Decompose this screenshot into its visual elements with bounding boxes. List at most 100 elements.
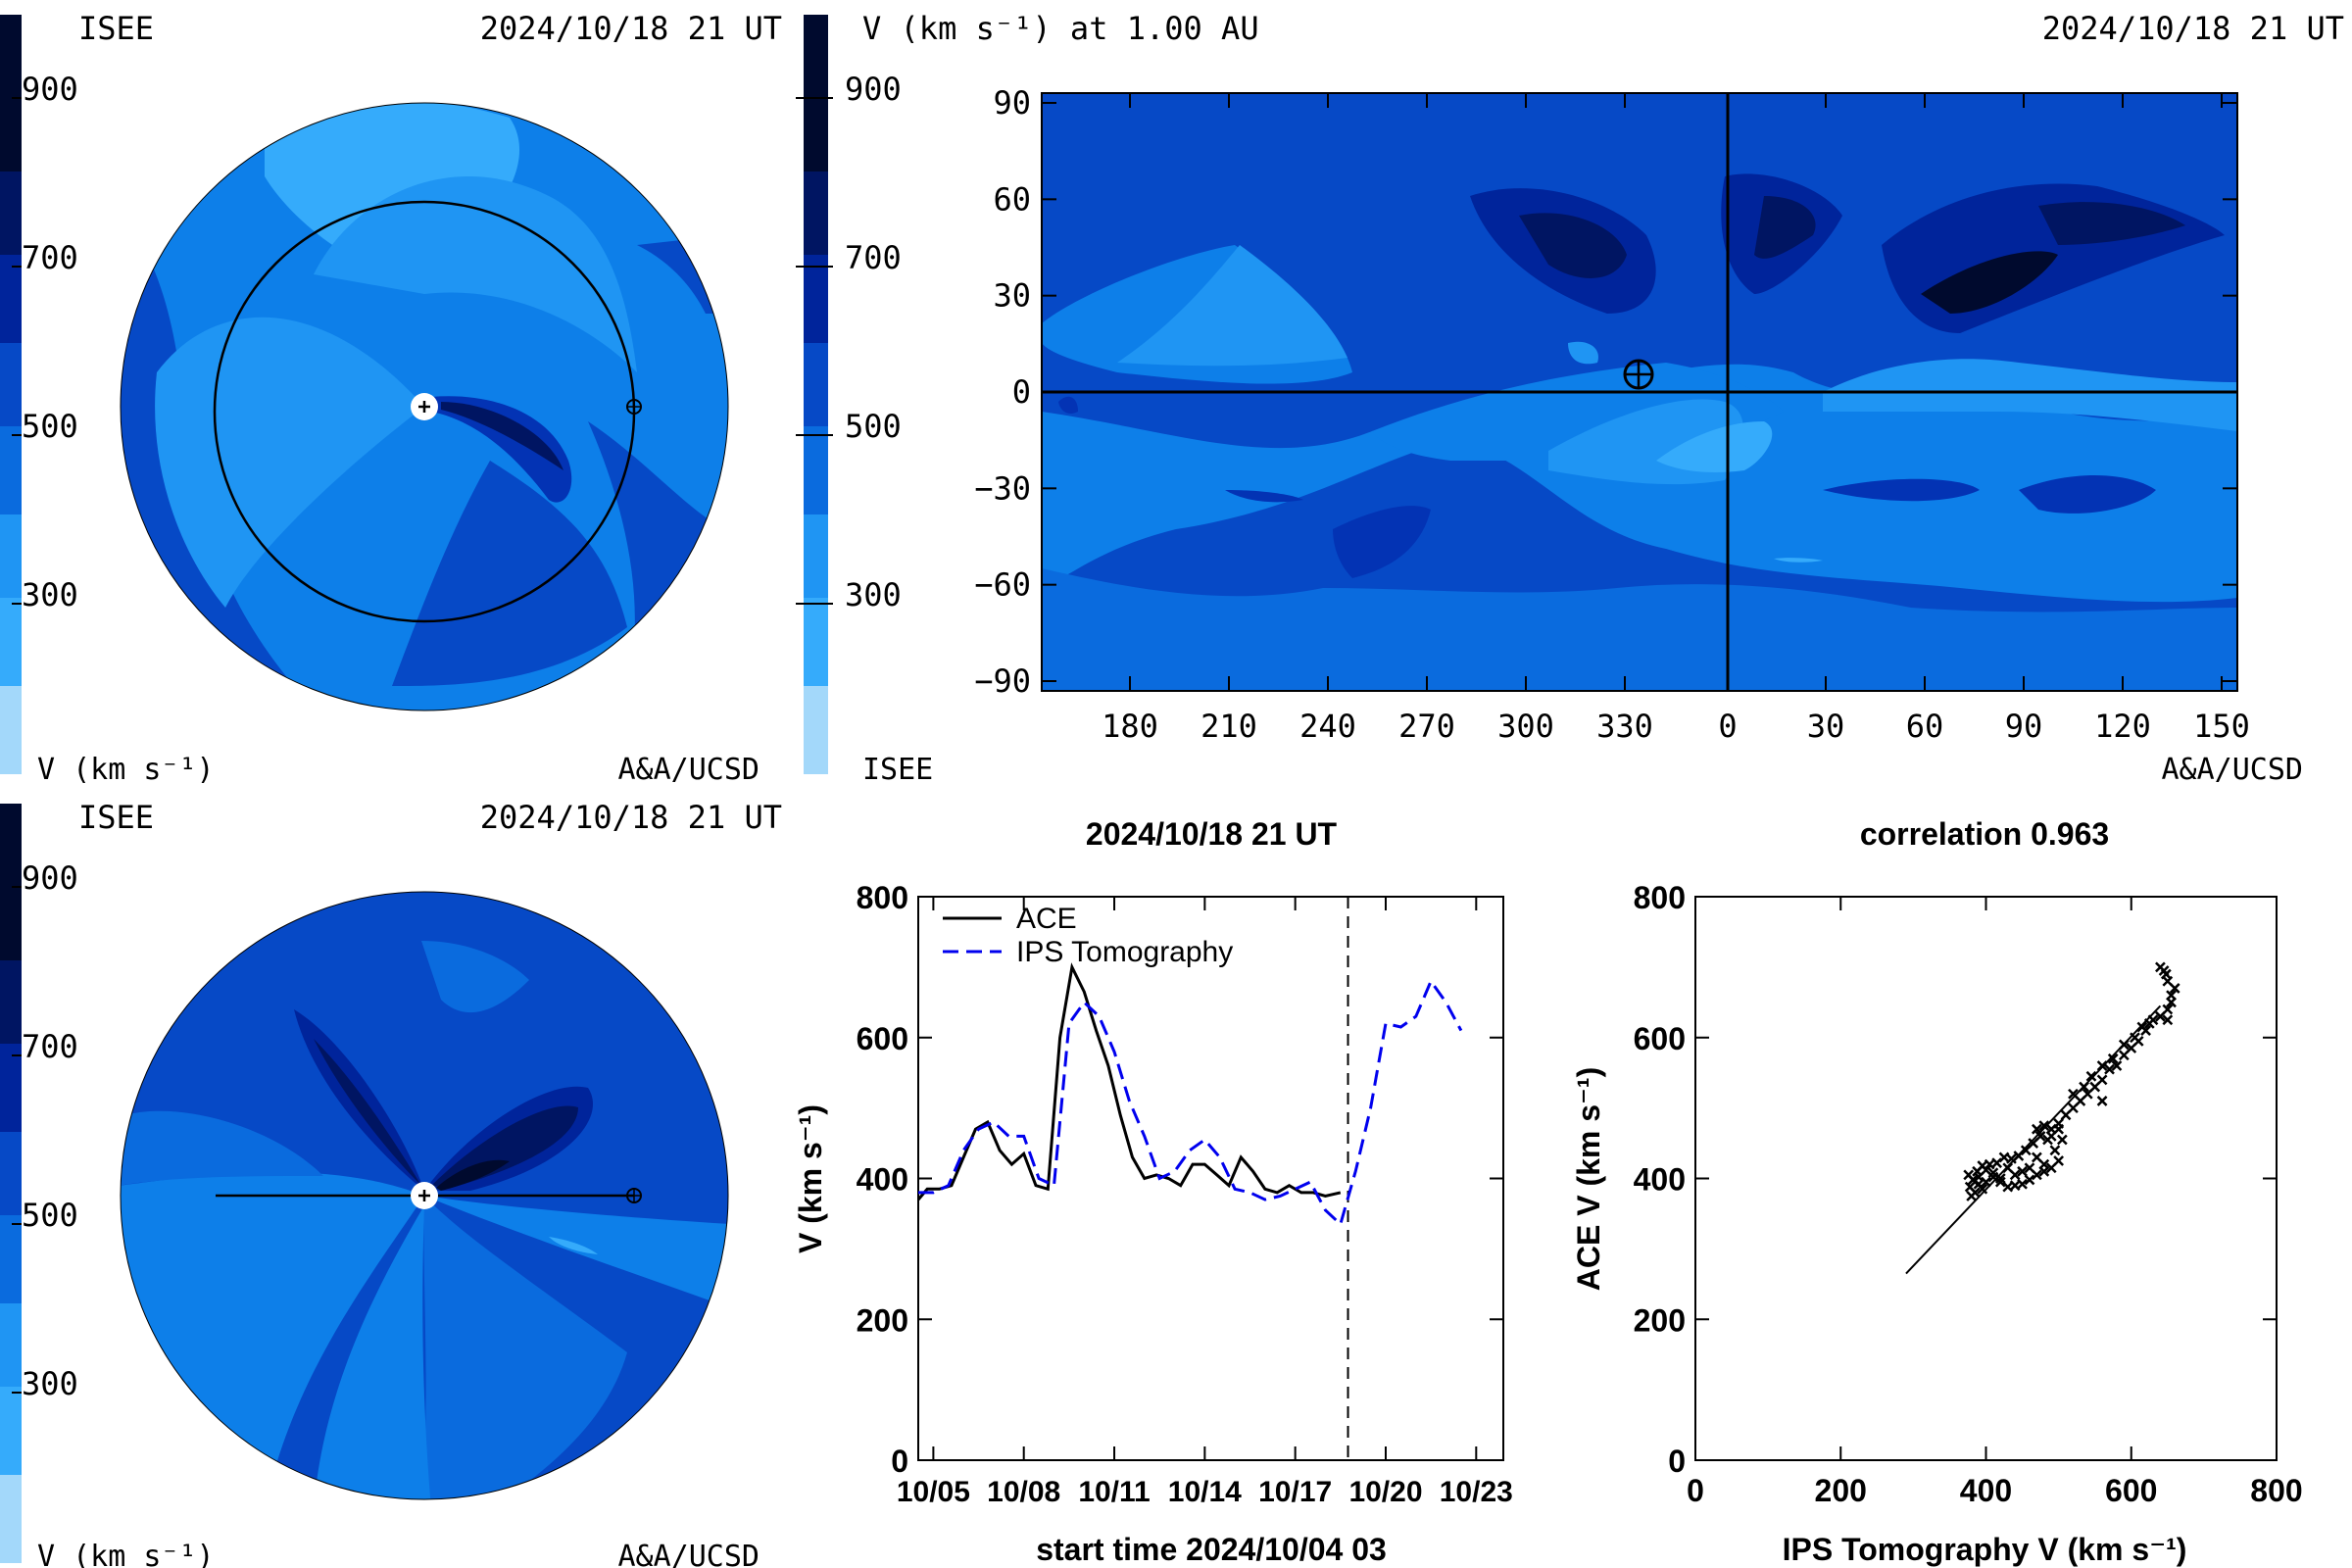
- scatter-y-tick-label: 0: [1668, 1444, 1686, 1479]
- top-left-footer-unit: V (km s⁻¹): [37, 753, 215, 787]
- line-chart-y-tick-label: 200: [857, 1302, 908, 1338]
- scatter-point: [2053, 1155, 2065, 1166]
- line-chart-xlabel: start time 2024/10/04 03: [1036, 1532, 1387, 1567]
- line-chart-x-tick-label: 10/23: [1440, 1476, 1513, 1508]
- map-x-tick-label: 60: [1906, 708, 1944, 745]
- color-scale-top-left: [0, 15, 22, 774]
- scatter-point: [2017, 1178, 2028, 1190]
- legend-ips-label: IPS Tomography: [1016, 936, 1233, 968]
- scatter-point: [2104, 1063, 2115, 1075]
- map-x-tick-label: 150: [2193, 708, 2250, 745]
- map-scale-tick-500: 500: [845, 408, 902, 445]
- scatter-point: [1977, 1183, 1988, 1195]
- scatter-point: [2130, 1032, 2140, 1044]
- scatter-point: [1987, 1167, 1999, 1179]
- line-chart-y-tick-label: 0: [891, 1444, 908, 1479]
- scatter-point: [2085, 1070, 2097, 1082]
- top-left-scale-tick-300: 300: [22, 576, 78, 613]
- scatter-point: [2032, 1123, 2042, 1135]
- scatter-point: [2136, 1021, 2148, 1033]
- line-chart-x-tick-label: 10/17: [1258, 1476, 1332, 1508]
- scatter-chart-title: correlation 0.963: [1860, 816, 2109, 852]
- scatter-x-tick-label: 200: [1815, 1473, 1867, 1508]
- bottom-left-scale-tick-900: 900: [22, 859, 78, 897]
- scatter-chart-ylabel: ACE V (km s⁻¹): [1571, 1067, 1606, 1291]
- scatter-point: [2017, 1165, 2028, 1177]
- line-chart-ylabel: V (km s⁻¹): [793, 1104, 828, 1253]
- scatter-point: [1981, 1176, 1991, 1188]
- scatter-point: [2013, 1151, 2025, 1161]
- map-y-tick-label: 0: [1012, 373, 1031, 411]
- scatter-point: [2166, 997, 2177, 1008]
- bottom-left-org-label: ISEE: [78, 799, 154, 836]
- scatter-chart-xlabel: IPS Tomography V (km s⁻¹): [1783, 1532, 2187, 1567]
- scatter-point: [1994, 1176, 2006, 1188]
- scatter-point: [2160, 968, 2172, 980]
- map-y-tick-label: −30: [974, 469, 1031, 507]
- top-left-scale-tick-500: 500: [22, 408, 78, 445]
- scatter-point: [2068, 1088, 2079, 1100]
- line-chart-x-tick-label: 10/14: [1168, 1476, 1242, 1508]
- map-x-tick-label: 330: [1596, 708, 1653, 745]
- bottom-left-scale-tick-700: 700: [22, 1028, 78, 1065]
- bottom-left-date-label: 2024/10/18 21 UT: [480, 799, 782, 836]
- map-scale-tick-900: 900: [845, 71, 902, 108]
- color-scale-map: [796, 15, 833, 774]
- scatter-point: [2079, 1081, 2089, 1093]
- map-scale-tick-700: 700: [845, 239, 902, 276]
- earth-icon: [626, 399, 642, 415]
- top-left-footer-credit: A&A/UCSD: [618, 753, 760, 787]
- scatter-point: [2143, 1017, 2155, 1029]
- map-y-tick-label: −90: [974, 662, 1031, 700]
- bottom-left-footer-credit: A&A/UCSD: [618, 1540, 760, 1568]
- scatter-y-tick-label: 600: [1634, 1021, 1686, 1056]
- scatter-x-tick-label: 400: [1960, 1473, 2012, 1508]
- top-left-org-label: ISEE: [78, 10, 154, 47]
- legend-ace-label: ACE: [1016, 903, 1077, 935]
- scatter-point: [1973, 1171, 1984, 1183]
- regression-fit-line: [1905, 1004, 2162, 1275]
- line-chart: 800 600 400 200 010/05 10/08 10/11 10/14 10/17 10…: [857, 880, 1513, 1508]
- map-x-tick-label: 30: [1807, 708, 1845, 745]
- line-chart-y-tick-label: 800: [857, 880, 908, 915]
- line-chart-title: 2024/10/18 21 UT: [1086, 816, 1338, 852]
- map-x-tick-label: 0: [1718, 708, 1737, 745]
- ips-series-line: [918, 978, 1463, 1227]
- map-y-tick-label: 90: [993, 84, 1031, 122]
- map-y-tick-label: −60: [974, 566, 1031, 604]
- scatter-point: [2038, 1120, 2050, 1131]
- scatter-chart: 800 600 400 200 00 200 400 600 800: [1634, 880, 2303, 1508]
- line-chart-x-tick-label: 10/05: [897, 1476, 970, 1508]
- earth-icon: [626, 1188, 642, 1203]
- map-footer-org: ISEE: [862, 753, 933, 787]
- bottom-left-footer-unit: V (km s⁻¹): [37, 1540, 215, 1568]
- map-title: V (km s⁻¹) at 1.00 AU: [862, 10, 1259, 47]
- scatter-point: [2049, 1145, 2061, 1156]
- line-chart-y-tick-label: 600: [857, 1021, 908, 1056]
- bottom-left-scale-tick-300: 300: [22, 1365, 78, 1402]
- meridional-view-disk: [120, 891, 729, 1500]
- scatter-point: [1964, 1181, 1976, 1193]
- map-x-tick-label: 300: [1497, 708, 1554, 745]
- map-scale-tick-300: 300: [845, 576, 902, 613]
- line-chart-x-tick-label: 10/20: [1348, 1476, 1422, 1508]
- map-y-tick-label: 30: [993, 277, 1031, 315]
- map-x-axis: 180 210 240 270 300 330 0 30 60 90 120 150: [1102, 93, 2250, 745]
- scatter-point: [2111, 1060, 2123, 1071]
- scatter-point: [1963, 1169, 1975, 1181]
- map-x-tick-label: 120: [2094, 708, 2151, 745]
- scatter-point: [2045, 1130, 2057, 1142]
- map-x-tick-label: 180: [1102, 708, 1158, 745]
- line-chart-x-tick-label: 10/11: [1078, 1476, 1150, 1508]
- scatter-point: [2038, 1158, 2050, 1170]
- scatter-x-tick-label: 800: [2250, 1473, 2302, 1508]
- line-chart-y-tick-label: 400: [857, 1162, 908, 1198]
- scatter-point: [2096, 1060, 2108, 1071]
- scatter-y-tick-label: 800: [1634, 880, 1686, 915]
- map-x-tick-label: 210: [1200, 708, 1257, 745]
- map-y-tick-label: 60: [993, 180, 1031, 218]
- bottom-left-scale-tick-500: 500: [22, 1197, 78, 1234]
- top-left-scale-tick-900: 900: [22, 71, 78, 108]
- ace-series-line: [918, 962, 1342, 1201]
